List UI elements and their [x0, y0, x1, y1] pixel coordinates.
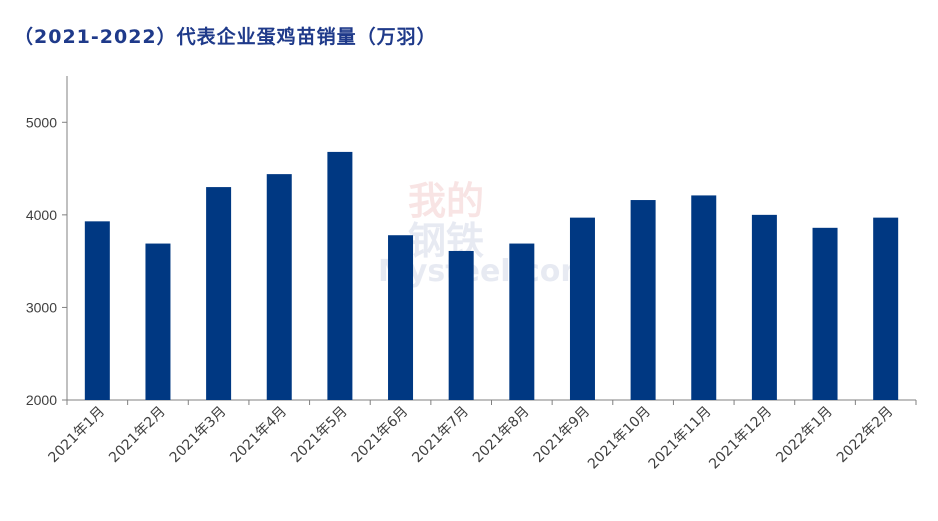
y-tick-label: 5000	[26, 114, 57, 130]
x-tick-label: 2021年6月	[349, 404, 412, 467]
x-tick-label: 2021年7月	[409, 404, 472, 467]
x-tick-label: 2021年9月	[531, 404, 594, 467]
bar	[630, 200, 656, 400]
bar-series	[84, 151, 899, 400]
x-tick-label: 2021年2月	[106, 404, 169, 467]
bar	[509, 243, 535, 400]
bar	[266, 174, 292, 400]
chart-title: （2021-2022）代表企业蛋鸡苗销量（万羽）	[14, 26, 437, 48]
bar	[691, 195, 717, 400]
x-tick-label: 2022年1月	[773, 404, 836, 467]
bar	[873, 217, 899, 400]
bar	[206, 187, 232, 400]
x-tick-label: 2021年11月	[646, 404, 715, 473]
y-tick-label: 2000	[26, 392, 57, 408]
x-tick-label: 2021年12月	[706, 404, 775, 473]
x-tick-label: 2021年1月	[46, 404, 109, 467]
x-tick-label: 2022年2月	[834, 404, 897, 467]
x-tick-label: 2021年10月	[585, 404, 654, 473]
y-tick-label: 4000	[26, 207, 57, 223]
bar	[812, 227, 838, 400]
x-tick-label: 2021年4月	[227, 404, 290, 467]
bar	[327, 151, 353, 400]
y-axis: 2000 3000 4000 5000	[26, 76, 68, 408]
x-tick-label: 2021年8月	[470, 404, 533, 467]
x-tick-label: 2021年5月	[288, 404, 351, 467]
bar	[569, 217, 595, 400]
bar	[448, 250, 474, 400]
bar	[751, 214, 777, 400]
bar	[388, 235, 414, 400]
y-tick-label: 3000	[26, 299, 57, 315]
x-axis: 2021年1月2021年2月2021年3月2021年4月2021年5月2021年…	[46, 399, 917, 473]
bar	[84, 221, 110, 400]
bar	[145, 243, 171, 400]
x-tick-label: 2021年3月	[167, 404, 230, 467]
